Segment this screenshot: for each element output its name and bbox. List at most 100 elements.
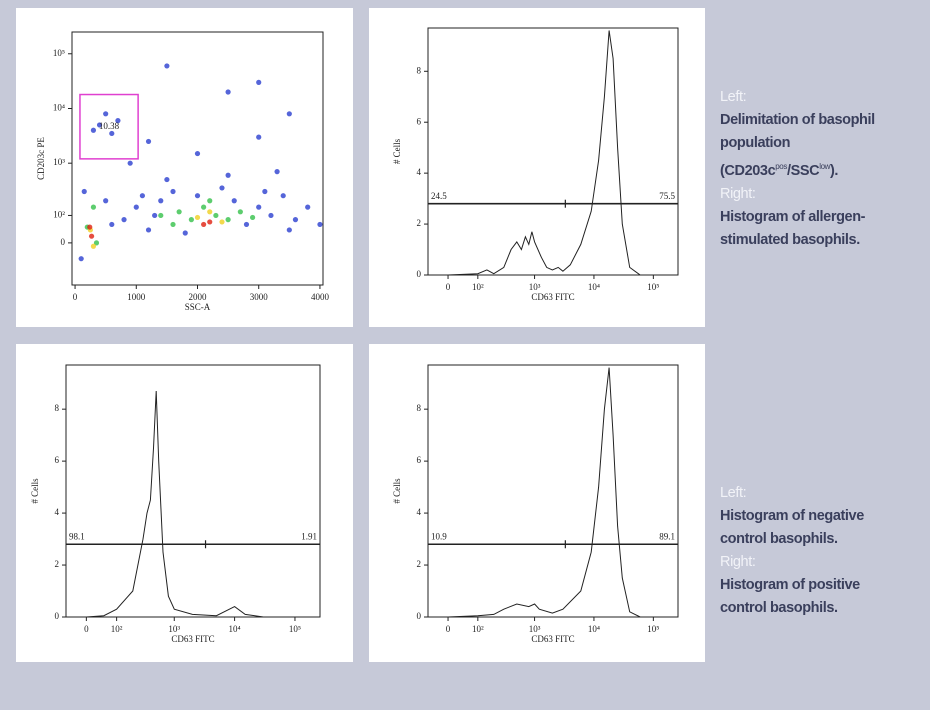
scatter-point (194, 214, 201, 221)
scatter-point (176, 209, 182, 215)
scatter-point (231, 198, 237, 204)
y-tick-label: 0 (417, 269, 422, 279)
panel-background (369, 8, 705, 327)
x-tick-label: 10³ (529, 624, 541, 634)
scatter-point (103, 198, 109, 204)
x-tick-label: 10⁴ (588, 624, 600, 634)
y-tick-label: 2 (417, 559, 422, 569)
scatter-point (78, 256, 84, 262)
x-tick-label: 0 (446, 624, 451, 634)
x-tick-label: 10² (472, 624, 484, 634)
x-axis-label: CD63 FITC (171, 634, 214, 644)
scatter-point (81, 188, 87, 195)
scatter-point (170, 221, 176, 228)
scatter-point (274, 169, 280, 175)
scatter-point (158, 198, 164, 204)
x-axis-label: CD63 FITC (531, 292, 574, 302)
plot-frame (427, 364, 679, 618)
scatter-point (286, 111, 292, 117)
gate (79, 93, 139, 160)
scatter-point (170, 188, 176, 195)
caption-block: Left: Histogram of negative control baso… (720, 482, 895, 620)
x-tick-label: 0 (446, 282, 451, 292)
scatter-point (158, 212, 164, 219)
caption-heading: Left: (720, 485, 747, 501)
scatter-point (256, 204, 262, 210)
scatter-point (115, 118, 121, 124)
caption-heading: Left: (720, 89, 747, 105)
panel-background (369, 344, 705, 662)
x-axis-label: SSC-A (185, 302, 211, 312)
y-tick-label: 10³ (53, 157, 65, 167)
x-tick-label: 10⁴ (229, 624, 241, 634)
x-tick-label: 4000 (311, 292, 330, 302)
y-tick-label: 0 (55, 611, 60, 621)
caption-block: Left: Delimitation of basophil populatio… (720, 86, 895, 252)
scatter-point (152, 212, 158, 219)
gate-percent: 10.38 (99, 121, 120, 131)
y-axis-label: # Cells (392, 478, 402, 504)
y-tick-label: 2 (417, 218, 422, 228)
scatter-point (87, 224, 93, 230)
scatter-point (182, 230, 188, 236)
caption-superscript: low (819, 162, 830, 171)
scatter-point (90, 243, 97, 249)
caption-heading: Right: (720, 185, 756, 202)
y-tick-label: 10⁴ (53, 103, 65, 113)
y-axis-label: CD203c PE (36, 137, 46, 180)
scatter-point (133, 204, 139, 210)
scatter-point (164, 63, 170, 69)
scatter-point (96, 122, 103, 128)
caption-text: Histogram of allergen-stimulated basophi… (720, 208, 866, 248)
scatter-point (145, 138, 152, 145)
scatter-point (256, 79, 262, 85)
scatter-point (219, 185, 225, 191)
scatter-point (90, 204, 97, 210)
y-axis-label: # Cells (30, 478, 40, 504)
x-tick-label: 10⁵ (647, 624, 659, 634)
y-tick-label: 10⁵ (53, 48, 65, 58)
plot-frame (65, 364, 321, 618)
x-tick-label: 10⁵ (289, 624, 301, 634)
caption-superscript: pos (775, 162, 787, 171)
y-tick-label: 8 (55, 403, 60, 413)
histogram-curve (66, 390, 320, 618)
scatter-point (90, 127, 97, 133)
scatter-point (225, 217, 231, 223)
histogram-curve (428, 30, 678, 276)
x-tick-label: 10⁵ (647, 282, 659, 292)
marker-percent: 75.5 (659, 191, 675, 201)
x-tick-label: 10³ (529, 282, 541, 292)
scatter-point (93, 240, 100, 246)
caption-text-part: Delimitation of basophil population (CD2… (720, 112, 875, 179)
y-tick-label: 8 (417, 403, 422, 413)
y-tick-label: 4 (55, 507, 60, 517)
scatter-point (139, 193, 146, 199)
y-tick-label: 6 (55, 455, 60, 465)
marker-percent: 98.1 (69, 531, 85, 541)
scatter-point (262, 188, 268, 195)
x-tick-label: 10² (111, 624, 123, 634)
scatter-point (213, 212, 219, 219)
y-tick-label: 0 (61, 237, 66, 247)
scatter-point (194, 193, 201, 199)
y-tick-label: 0 (417, 611, 422, 621)
x-tick-label: 10⁴ (588, 282, 600, 292)
scatter-point (127, 160, 133, 166)
scatter-point (207, 198, 213, 204)
y-tick-label: 6 (417, 455, 422, 465)
x-tick-label: 2000 (189, 292, 208, 302)
marker-percent: 1.91 (301, 531, 317, 541)
histogram-curve (428, 367, 678, 618)
scatter-point (145, 227, 152, 233)
scatter-point (237, 209, 243, 215)
y-tick-label: 6 (417, 116, 422, 126)
caption-heading: Right: (720, 554, 756, 570)
caption-text: Histogram of negative control basophils. (720, 508, 864, 547)
scatter-point (88, 233, 95, 239)
scatter-point (103, 111, 109, 117)
scatter-point (219, 219, 225, 225)
caption-text: Delimitation of basophil population (CD2… (720, 109, 895, 183)
plot-frame (71, 31, 324, 286)
